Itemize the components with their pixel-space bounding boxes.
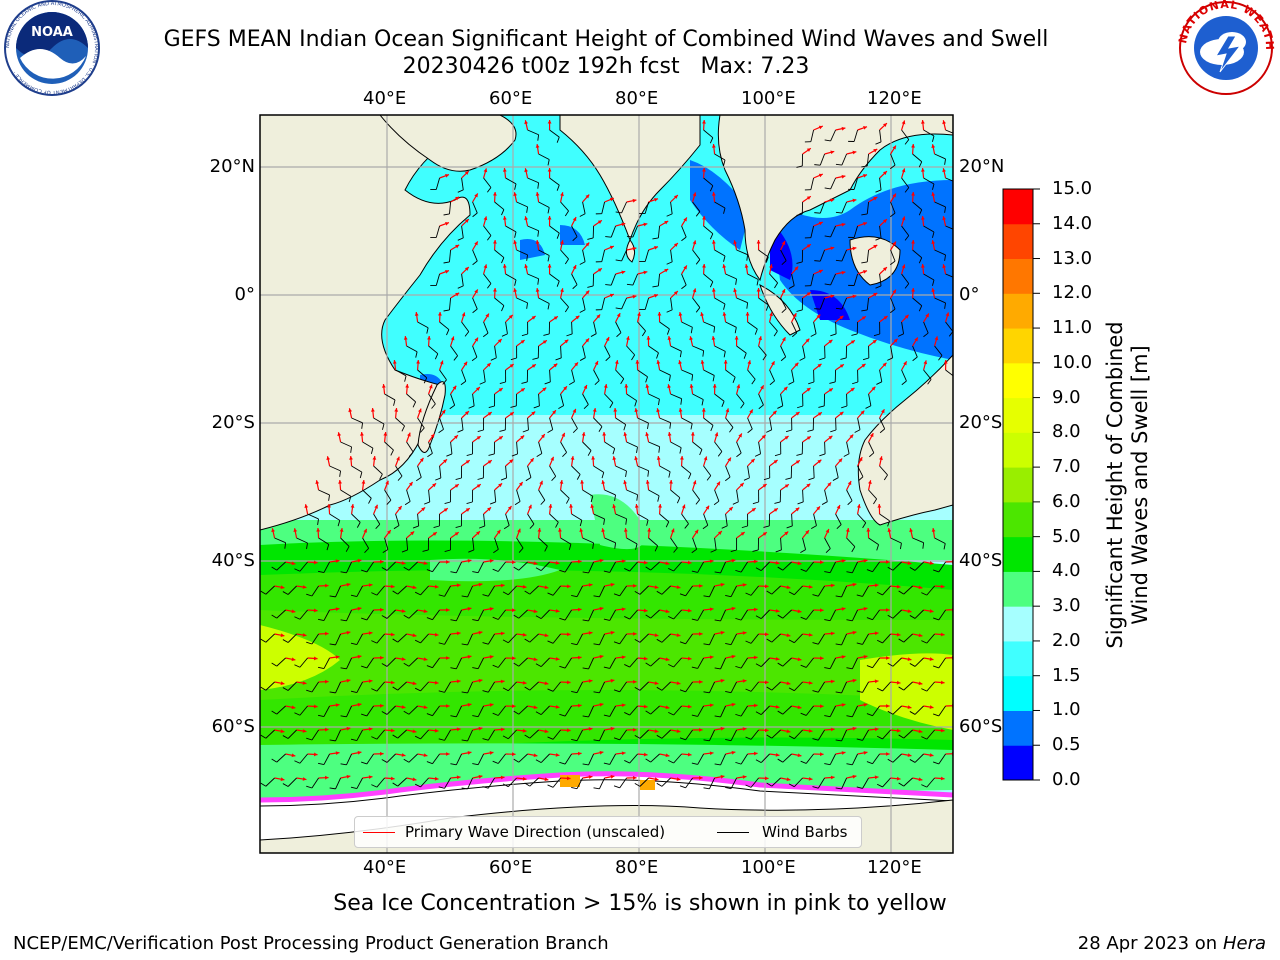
colorbar-segment <box>1003 362 1033 399</box>
lon-label-bottom: 100°E <box>741 857 796 878</box>
colorbar-segment <box>1003 536 1033 572</box>
colorbar-tick-label: 7.0 <box>1052 456 1081 478</box>
lat-label-right: 40°S <box>959 550 1003 571</box>
colorbar-title: Significant Height of Combined Wind Wave… <box>1103 285 1153 685</box>
colorbar-segment <box>1003 397 1033 433</box>
colorbar-segment <box>1003 432 1033 468</box>
colorbar-tick-label: 13.0 <box>1052 247 1093 269</box>
lat-label-right: 20°S <box>959 412 1003 433</box>
footer-date: 28 Apr 2023 on <box>1077 933 1218 954</box>
colorbar-tick-label: 11.0 <box>1052 317 1093 339</box>
colorbar-tick-label: 9.0 <box>1052 386 1081 408</box>
colorbar <box>1003 188 1040 781</box>
colorbar-segment <box>1003 189 1033 225</box>
colorbar-segment <box>1003 467 1033 503</box>
colorbar-segment <box>1003 606 1033 642</box>
colorbar-title-line2: Wind Waves and Swell [m] <box>1128 345 1152 625</box>
lon-label-bottom: 40°E <box>363 857 407 878</box>
colorbar-segment <box>1003 328 1033 364</box>
footer-left: NCEP/EMC/Verification Post Processing Pr… <box>13 933 609 954</box>
lat-label-left: 40°S <box>211 550 255 571</box>
map-title: GEFS MEAN Indian Ocean Significant Heigh… <box>163 27 1049 52</box>
colorbar-segment <box>1003 710 1033 746</box>
lon-label-top: 100°E <box>741 88 796 109</box>
lon-label-bottom: 80°E <box>615 857 659 878</box>
lat-label-right: 60°S <box>959 716 1003 737</box>
lat-label-right: 20°N <box>959 156 1005 177</box>
lon-label-top: 120°E <box>867 88 922 109</box>
lat-label-left: 20°S <box>211 412 255 433</box>
colorbar-tick-label: 8.0 <box>1052 421 1081 443</box>
lon-label-bottom: 60°E <box>489 857 533 878</box>
lat-label-right: 0° <box>959 284 980 305</box>
footer-host: Hera <box>1222 933 1266 954</box>
colorbar-segment <box>1003 223 1033 260</box>
colorbar-title-line1: Significant Height of Combined <box>1103 321 1127 649</box>
footer-right: 28 Apr 2023 on Hera <box>1078 933 1266 954</box>
legend-wind-label: Wind Barbs <box>762 823 848 841</box>
colorbar-segment <box>1003 675 1033 711</box>
lon-label-top: 80°E <box>615 88 659 109</box>
map-legend: Primary Wave Direction (unscaled) Wind B… <box>354 816 862 848</box>
colorbar-tick-label: 14.0 <box>1052 212 1093 234</box>
colorbar-segment <box>1003 640 1033 677</box>
colorbar-tick-label: 6.0 <box>1052 490 1081 512</box>
colorbar-segment <box>1003 745 1033 781</box>
lat-label-left: 20°N <box>209 156 255 177</box>
colorbar-tick-label: 5.0 <box>1052 525 1081 547</box>
noaa-logo: NOAA NATIONAL OCEANIC AND ATMOSPHERIC AD… <box>4 0 100 96</box>
colorbar-tick-label: 15.0 <box>1052 178 1093 199</box>
lon-label-top: 40°E <box>363 88 407 109</box>
wind-barb-swatch <box>717 832 749 833</box>
colorbar-tick-label: 0.5 <box>1052 734 1081 756</box>
colorbar-tick-label: 0.0 <box>1052 769 1081 790</box>
lat-label-left: 60°S <box>211 716 255 737</box>
lat-label-left: 0° <box>234 284 255 305</box>
colorbar-segment <box>1003 293 1033 329</box>
lon-label-bottom: 120°E <box>867 857 922 878</box>
colorbar-segment <box>1003 258 1033 294</box>
colorbar-tick-label: 12.0 <box>1052 282 1093 304</box>
colorbar-tick-label: 4.0 <box>1052 560 1081 582</box>
colorbar-tick-label: 1.0 <box>1052 699 1081 721</box>
colorbar-segment <box>1003 501 1033 538</box>
legend-wave-label: Primary Wave Direction (unscaled) <box>405 823 666 841</box>
svg-text:NOAA: NOAA <box>31 25 73 40</box>
colorbar-tick-label: 3.0 <box>1052 595 1081 617</box>
lon-label-top: 60°E <box>489 88 533 109</box>
colorbar-tick-label: 10.0 <box>1052 351 1093 373</box>
colorbar-segment <box>1003 571 1033 607</box>
colorbar-tick-label: 2.0 <box>1052 629 1081 651</box>
colorbar-tick-label: 1.5 <box>1052 664 1081 686</box>
wave-direction-swatch <box>363 832 395 833</box>
sea-ice-caption: Sea Ice Concentration > 15% is shown in … <box>333 891 947 916</box>
map-subtitle: 20230426 t00z 192h fcst Max: 7.23 <box>402 54 810 79</box>
